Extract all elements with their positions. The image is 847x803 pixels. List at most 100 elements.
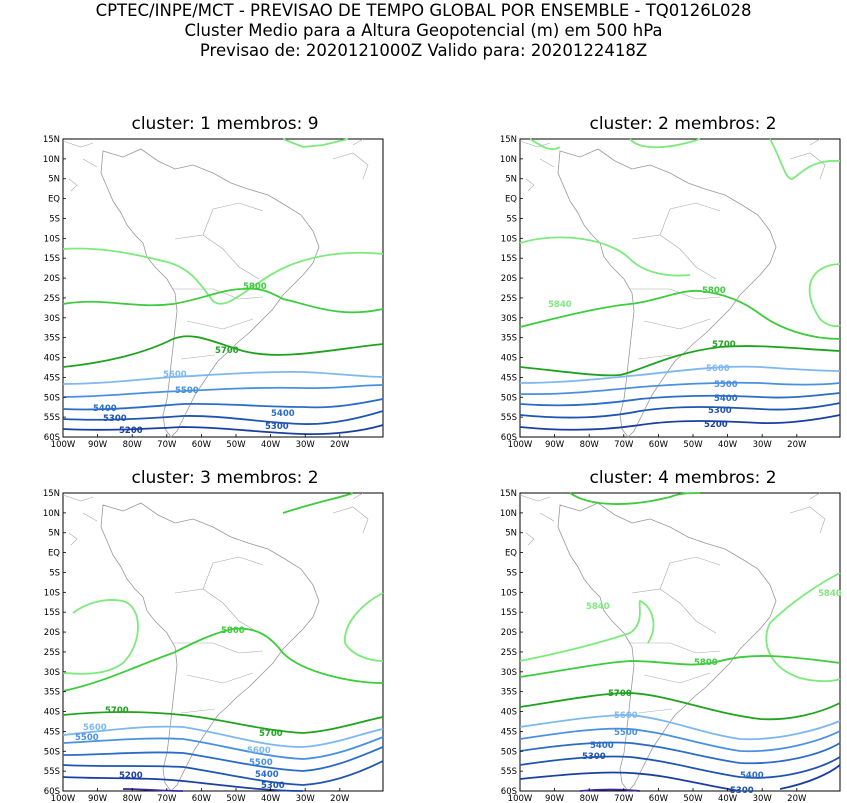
lon-tick-label: 60W: [192, 794, 212, 803]
lat-tick-label: 5S: [506, 568, 517, 578]
header-subtitle: Cluster Medio para a Altura Geopotencial…: [184, 21, 663, 40]
contour-label: 5700: [105, 706, 129, 716]
lon-tick-label: 100W: [51, 440, 76, 450]
lon-tick-label: 30W: [296, 440, 316, 450]
lat-tick-label: 25S: [44, 648, 60, 658]
lat-tick-label: 25S: [44, 294, 60, 304]
contour-label: 5800: [221, 626, 245, 636]
contour-label: 5200: [119, 426, 143, 436]
lat-tick-label: EQ: [505, 549, 517, 559]
lon-tick-label: 70W: [157, 794, 177, 803]
contour-label: 5300: [261, 781, 285, 791]
lat-tick-label: 35S: [44, 334, 60, 344]
lat-tick-label: 35S: [44, 688, 60, 698]
lon-tick-label: 30W: [753, 440, 773, 450]
lat-tick-label: 15N: [500, 135, 517, 145]
contour-label: 5800: [702, 286, 726, 296]
lat-tick-label: 60S: [501, 787, 517, 797]
lat-tick-label: 15S: [501, 608, 517, 618]
contour-label: 5300: [708, 406, 732, 416]
panel-1-title: cluster: 1 membros: 9: [131, 114, 319, 134]
lat-tick-label: 10S: [44, 588, 60, 598]
lat-tick-label: 35S: [501, 334, 517, 344]
lat-tick-label: 50S: [501, 747, 517, 757]
lon-tick-label: 50W: [226, 440, 246, 450]
lon-tick-label: 60W: [192, 440, 212, 450]
lon-tick-label: 100W: [51, 794, 76, 803]
lon-tick-label: 20W: [330, 440, 350, 450]
lon-tick-label: 40W: [261, 440, 281, 450]
contour-label: 5600: [247, 746, 271, 756]
lat-tick-label: 45S: [501, 373, 517, 383]
lat-tick-label: 35S: [501, 688, 517, 698]
lat-tick-label: 5N: [505, 175, 517, 185]
contour-label: 5300: [582, 752, 606, 762]
contour-label: 5500: [175, 386, 199, 396]
panel-2-map: 5840 5800 5700 5600 5500 5400 5300 5200: [519, 138, 841, 438]
lat-tick-label: 55S: [501, 413, 517, 423]
lat-tick-label: 20S: [44, 628, 60, 638]
panel-4-map: 5840 5840 5800 5700 5600 5500 5400 5300 …: [519, 492, 842, 796]
lon-tick-label: 80W: [123, 794, 143, 803]
lon-tick-label: 60W: [649, 440, 669, 450]
lat-tick-label: 15S: [44, 608, 60, 618]
axis-ticks: 15N 10N 5N EQ 5S 10S 15S 20S 25S 30S 35S 40S 45S 50S 5…: [43, 135, 807, 803]
lat-tick-label: 20S: [44, 274, 60, 284]
contour-label: 5300: [103, 414, 127, 424]
panel-3-title: cluster: 3 membros: 2: [131, 468, 319, 488]
lat-tick-label: 25S: [501, 294, 517, 304]
lat-tick-label: 40S: [44, 708, 60, 718]
lat-tick-label: 30S: [501, 314, 517, 324]
lon-tick-label: 70W: [614, 440, 634, 450]
lat-tick-label: 50S: [501, 393, 517, 403]
lat-tick-label: 5S: [506, 214, 517, 224]
lon-tick-label: 40W: [718, 440, 738, 450]
contour-label: 5300: [265, 422, 289, 432]
lon-tick-label: 80W: [123, 440, 143, 450]
contour-label: 5700: [712, 340, 736, 350]
lat-tick-label: EQ: [505, 195, 517, 205]
lat-tick-label: 10N: [43, 509, 60, 519]
lat-tick-label: 15N: [43, 489, 60, 499]
lon-tick-label: 100W: [508, 794, 533, 803]
lat-tick-label: 55S: [44, 413, 60, 423]
lon-tick-label: 80W: [580, 794, 600, 803]
lon-tick-label: 90W: [88, 440, 108, 450]
contour-label: 5500: [714, 380, 738, 390]
lat-tick-label: 45S: [44, 727, 60, 737]
lon-tick-label: 100W: [508, 440, 533, 450]
lat-tick-label: 5N: [48, 529, 60, 539]
lat-tick-label: EQ: [48, 549, 60, 559]
lat-tick-label: 10S: [501, 588, 517, 598]
contour-label: 5840: [548, 300, 572, 310]
panel-4-title: cluster: 4 membros: 2: [589, 468, 777, 488]
lat-tick-label: 5N: [505, 529, 517, 539]
lat-tick-label: 40S: [501, 354, 517, 364]
lon-tick-label: 30W: [296, 794, 316, 803]
contour-label: 5400: [271, 409, 295, 419]
lat-tick-label: 40S: [44, 354, 60, 364]
lon-tick-label: 20W: [787, 440, 807, 450]
lat-tick-label: 15S: [501, 254, 517, 264]
contour-label: 5400: [740, 771, 764, 781]
contour-label: 5500: [249, 758, 273, 768]
lon-tick-label: 60W: [649, 794, 669, 803]
contour-label: 5700: [608, 689, 632, 699]
lon-tick-label: 20W: [787, 794, 807, 803]
lat-tick-label: 15S: [44, 254, 60, 264]
lat-tick-label: 15N: [43, 135, 60, 145]
contour-label: 5200: [119, 771, 143, 781]
lon-tick-label: 90W: [545, 440, 565, 450]
lat-tick-label: 20S: [501, 274, 517, 284]
lon-tick-label: 50W: [683, 794, 703, 803]
lon-tick-label: 30W: [753, 794, 773, 803]
lat-tick-label: 5N: [48, 175, 60, 185]
lat-tick-label: 30S: [44, 314, 60, 324]
lat-tick-label: 50S: [44, 393, 60, 403]
contour-label: 5600: [83, 723, 107, 733]
lat-tick-label: 60S: [44, 787, 60, 797]
header-title: CPTEC/INPE/MCT - PREVISAO DE TEMPO GLOBA…: [95, 1, 752, 20]
lat-tick-label: 60S: [44, 433, 60, 443]
contour-label: 5400: [714, 394, 738, 404]
